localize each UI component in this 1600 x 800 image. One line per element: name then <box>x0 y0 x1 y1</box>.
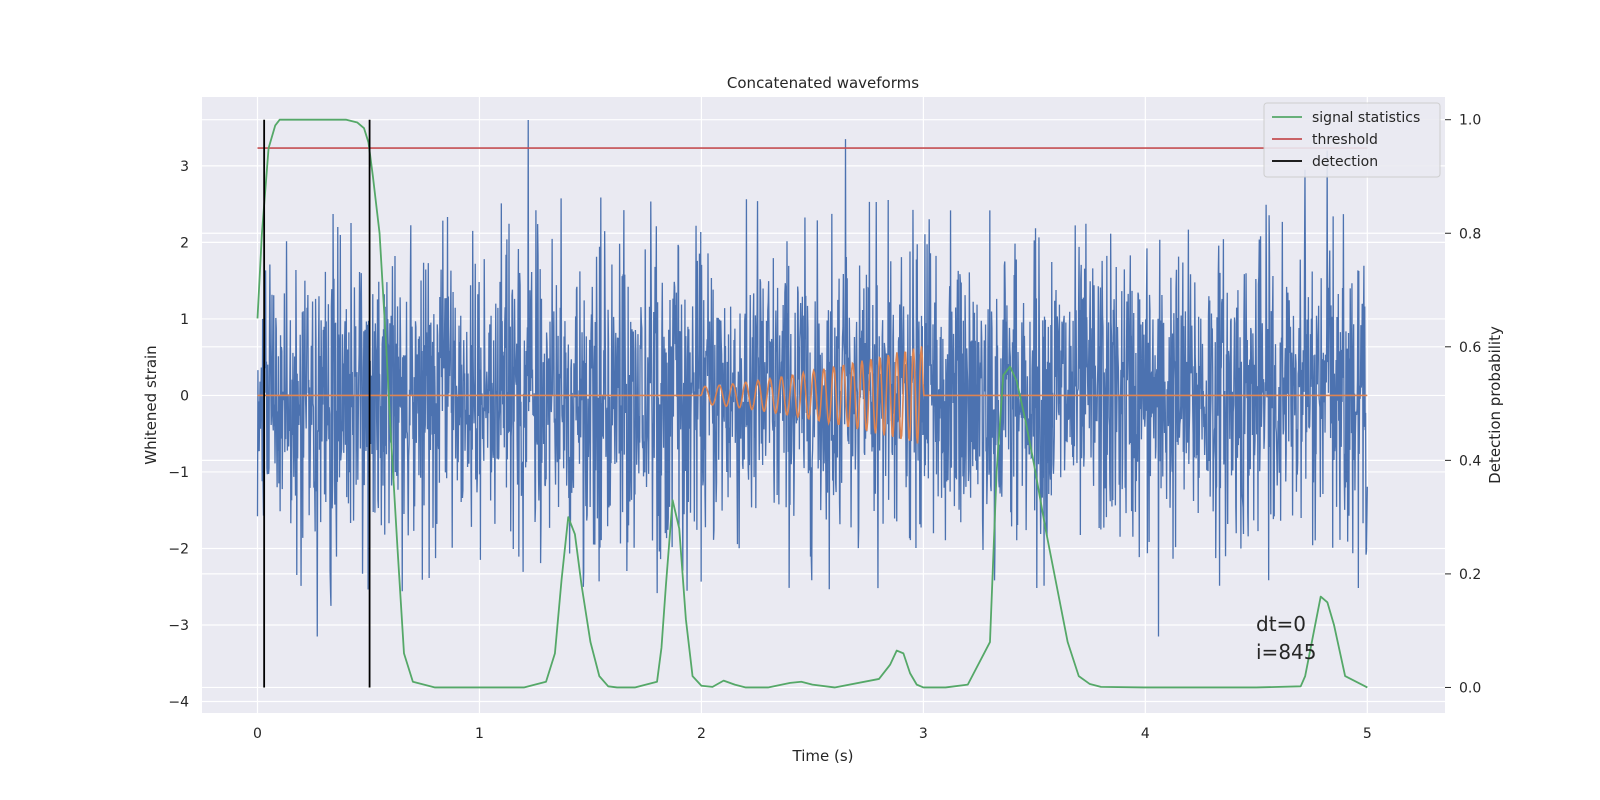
y2-tick-label: 1.0 <box>1459 113 1481 129</box>
y2-tick-label: 0.8 <box>1459 226 1481 242</box>
y-tick-label: −1 <box>168 465 189 481</box>
legend-box <box>1263 102 1441 178</box>
y-tick-label: −3 <box>168 618 189 634</box>
series-signal-statistics-line <box>256 118 1368 689</box>
y2-tick-label: 0.2 <box>1459 567 1481 583</box>
annotation-dt: dt=0 <box>1256 612 1306 636</box>
series-waveform-line <box>257 346 1368 444</box>
y-tick-label: 3 <box>180 159 189 175</box>
y2-tick-label: 0.4 <box>1459 453 1481 469</box>
x-ticks: 0 1 2 3 4 5 <box>253 726 1372 742</box>
legend-label-threshold: threshold <box>1312 132 1378 148</box>
chart-title: Concatenated waveforms <box>727 74 919 92</box>
plot-area <box>256 118 1368 689</box>
y2-tick-label: 0.6 <box>1459 340 1481 356</box>
x-tick-label: 2 <box>697 726 706 742</box>
y-ticks: −4 −3 −2 −1 0 1 2 3 <box>168 159 189 711</box>
x-tick-label: 4 <box>1141 726 1150 742</box>
x-tick-label: 1 <box>475 726 484 742</box>
annotation-i: i=845 <box>1256 640 1317 664</box>
y-tick-label: −4 <box>168 695 189 711</box>
legend: signal statistics threshold detection <box>1263 102 1441 178</box>
x-tick-label: 3 <box>919 726 928 742</box>
x-tick-label: 0 <box>253 726 262 742</box>
y2-tick-label: 0.0 <box>1459 680 1481 696</box>
legend-label-detection: detection <box>1312 154 1378 170</box>
y-tick-label: 0 <box>180 388 189 404</box>
x-tick-label: 5 <box>1363 726 1372 742</box>
y-tick-label: 2 <box>180 235 189 251</box>
y2-axis-label: Detection probability <box>1486 326 1504 484</box>
y-tick-label: −2 <box>168 541 189 557</box>
series-strain-line <box>256 119 1368 637</box>
x-axis-label: Time (s) <box>792 747 854 765</box>
grid-y2 <box>202 119 1445 689</box>
legend-label-signal-statistics: signal statistics <box>1312 110 1420 126</box>
y-axis-label: Whitened strain <box>142 345 160 464</box>
y2-ticks: 0.0 0.2 0.4 0.6 0.8 1.0 <box>1445 113 1481 696</box>
y-tick-label: 1 <box>180 312 189 328</box>
